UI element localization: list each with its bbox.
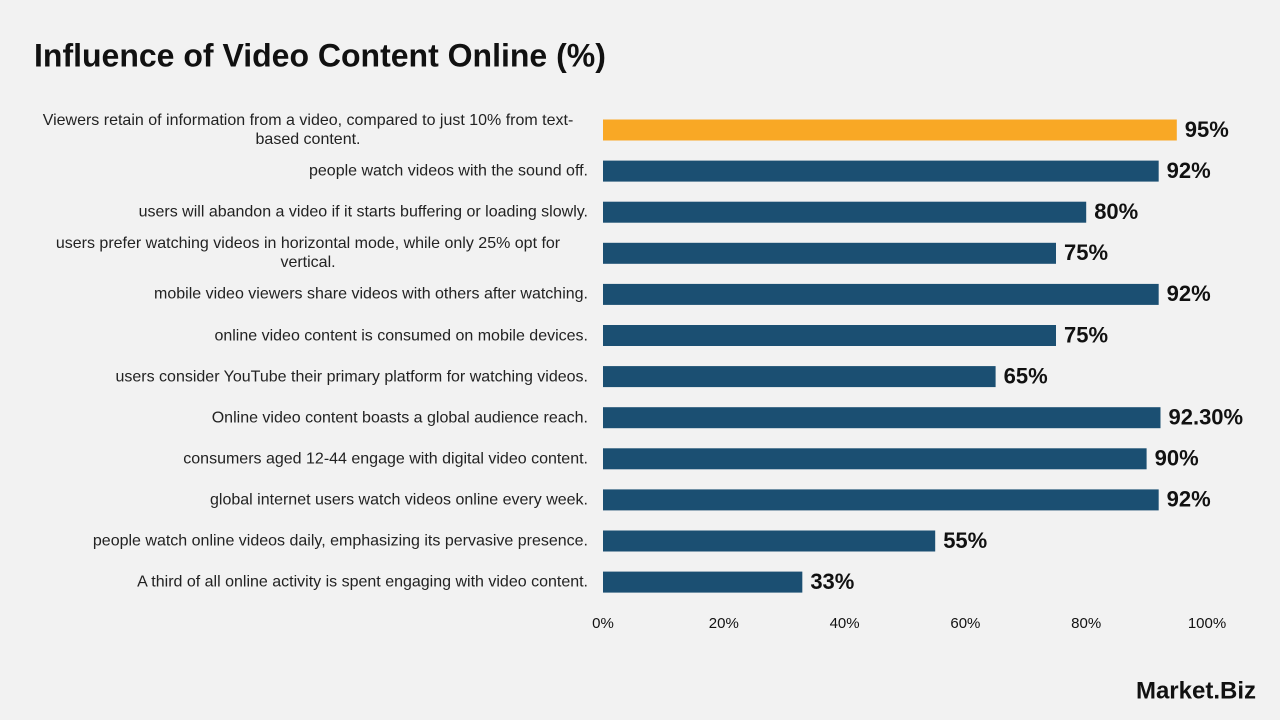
category-label: people watch online videos daily, emphas…	[92, 532, 588, 550]
bar	[603, 571, 803, 593]
bar	[603, 530, 936, 552]
data-label: 65%	[1004, 363, 1048, 388]
bar	[603, 325, 1056, 346]
bar	[603, 489, 1159, 511]
bar	[603, 201, 1087, 223]
data-label: 95%	[1185, 117, 1229, 142]
category-label: people watch videos with the sound off.	[309, 162, 588, 180]
data-label: 55%	[943, 528, 987, 553]
category-label: online video content is consumed on mobi…	[214, 327, 588, 344]
bar	[603, 283, 1159, 305]
bar	[603, 242, 1056, 264]
data-label: 75%	[1064, 322, 1108, 347]
x-tick-label: 80%	[1071, 615, 1101, 632]
data-label: 33%	[810, 569, 854, 594]
x-tick-label: 0%	[592, 615, 614, 632]
data-label: 92%	[1167, 281, 1211, 306]
category-label: Viewers retain of information from a vid…	[42, 112, 574, 148]
category-label: users prefer watching videos in horizont…	[55, 235, 561, 272]
bar	[603, 160, 1159, 182]
bar	[603, 448, 1147, 470]
x-tick-label: 20%	[709, 615, 739, 632]
data-label: 80%	[1094, 199, 1138, 224]
bar	[603, 366, 996, 388]
chart-title: Influence of Video Content Online (%)	[34, 37, 606, 73]
category-label: users will abandon a video if it starts …	[138, 203, 588, 221]
data-label: 92%	[1167, 158, 1211, 183]
data-label: 75%	[1064, 240, 1108, 265]
category-label: Online video content boasts a global aud…	[211, 409, 588, 427]
data-label: 90%	[1155, 446, 1199, 471]
data-label: 92%	[1167, 487, 1211, 512]
category-label: A third of all online activity is spent …	[137, 573, 588, 591]
data-label: 92.30%	[1168, 405, 1243, 430]
bar	[603, 119, 1177, 141]
category-label: consumers aged 12-44 engage with digital…	[183, 450, 588, 468]
x-tick-label: 40%	[830, 615, 860, 632]
x-tick-label: 60%	[950, 615, 980, 632]
category-label: users consider YouTube their primary pla…	[115, 368, 588, 386]
x-tick-label: 100%	[1188, 615, 1226, 632]
category-label: mobile video viewers share videos with o…	[154, 285, 588, 303]
logo: Market.Biz	[1136, 677, 1256, 704]
category-label: global internet users watch videos onlin…	[210, 491, 588, 509]
bar	[603, 407, 1161, 429]
